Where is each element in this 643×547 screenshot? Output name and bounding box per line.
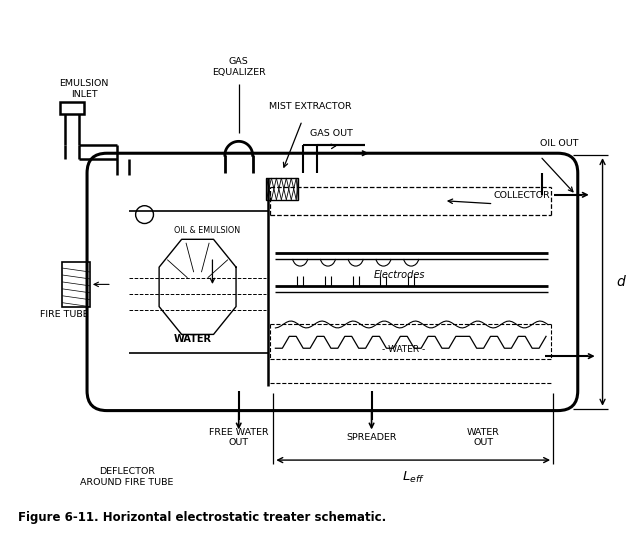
Text: OIL OUT: OIL OUT bbox=[540, 139, 579, 148]
Text: COLLECTOR: COLLECTOR bbox=[493, 191, 550, 200]
Text: SPREADER: SPREADER bbox=[347, 433, 397, 442]
Text: WATER: WATER bbox=[174, 334, 212, 344]
Text: FIRE TUBE: FIRE TUBE bbox=[41, 310, 89, 319]
Text: EMULSION
INLET: EMULSION INLET bbox=[59, 79, 109, 98]
Text: WATER
OUT: WATER OUT bbox=[467, 428, 500, 447]
Text: FREE WATER
OUT: FREE WATER OUT bbox=[209, 428, 269, 447]
FancyBboxPatch shape bbox=[87, 153, 578, 411]
Text: OIL & EMULSION: OIL & EMULSION bbox=[174, 226, 240, 235]
Bar bbox=[62, 262, 90, 307]
Text: Electrodes: Electrodes bbox=[374, 270, 425, 280]
Text: $L_{eff}$: $L_{eff}$ bbox=[402, 470, 424, 485]
Bar bbox=[266, 178, 298, 200]
Text: d: d bbox=[616, 275, 625, 289]
Text: Figure 6-11. Horizontal electrostatic treater schematic.: Figure 6-11. Horizontal electrostatic tr… bbox=[17, 511, 386, 525]
Text: DEFLECTOR
AROUND FIRE TUBE: DEFLECTOR AROUND FIRE TUBE bbox=[80, 467, 174, 487]
Text: - WATER -: - WATER - bbox=[382, 345, 425, 354]
Text: GAS OUT: GAS OUT bbox=[311, 129, 354, 138]
Text: GAS
EQUALIZER: GAS EQUALIZER bbox=[212, 57, 266, 77]
Text: MIST EXTRACTOR: MIST EXTRACTOR bbox=[269, 102, 352, 111]
Bar bbox=[60, 102, 84, 114]
